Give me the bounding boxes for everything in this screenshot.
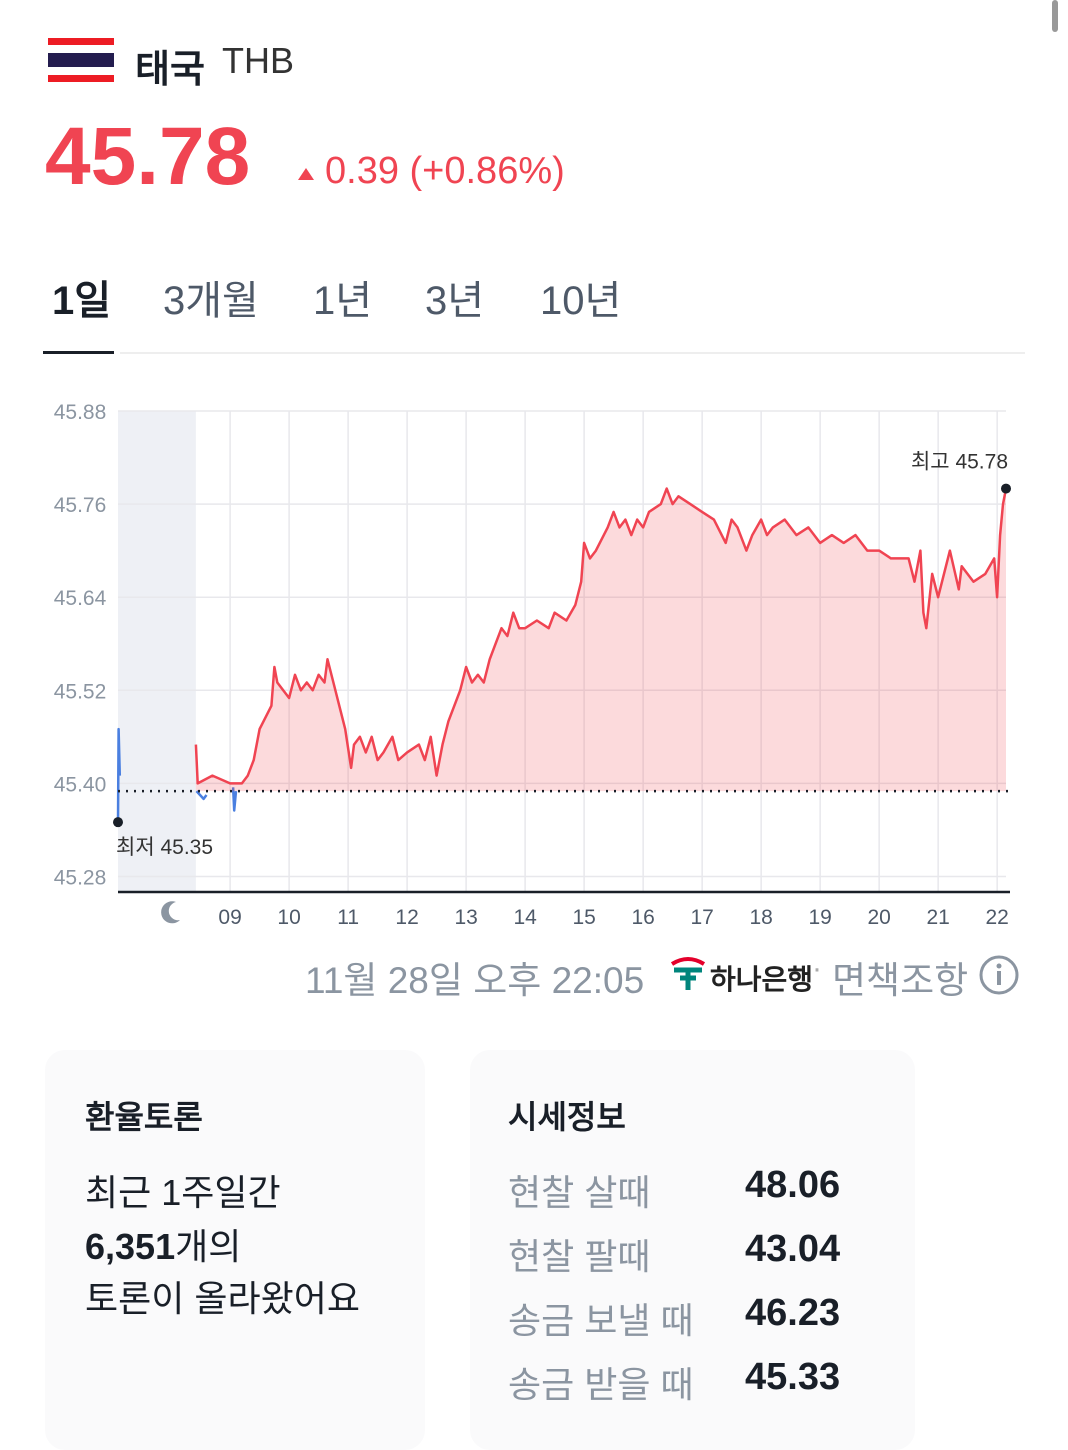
x-tick-label: 20 xyxy=(867,906,890,929)
area xyxy=(195,488,1006,792)
annotation: 최저 45.35 xyxy=(116,836,213,859)
separator: · xyxy=(812,952,822,985)
card-title: 환율토론 xyxy=(85,1099,203,1135)
count: 6,351 xyxy=(85,1226,176,1267)
rate-value: 45.33 xyxy=(745,1356,841,1398)
card-title: 시세정보 xyxy=(508,1099,626,1135)
discussion-card[interactable]: 환율토론 최근 1주일간 6,351개의 토론이 올라왔어요 xyxy=(45,1050,425,1450)
rate-label: 송금 보낼 때 xyxy=(508,1300,694,1341)
bank-logo xyxy=(670,957,706,990)
tab[interactable]: 1년 xyxy=(313,279,373,323)
x-tick-label: 11 xyxy=(337,906,359,929)
x-tick-label: 10 xyxy=(277,906,300,929)
tab[interactable]: 10년 xyxy=(540,279,622,323)
y-tick-label: 45.88 xyxy=(54,401,107,424)
x-tick-label: 17 xyxy=(690,906,713,929)
x-tick-label: 14 xyxy=(513,906,537,929)
y-tick-label: 45.64 xyxy=(54,587,107,610)
x-tick-label: 19 xyxy=(808,906,831,929)
tab[interactable]: 3개월 xyxy=(163,279,259,323)
tab[interactable]: 1일 xyxy=(52,279,112,323)
x-tick-label: 12 xyxy=(395,906,418,929)
x-tick-label: 13 xyxy=(454,906,477,929)
x-tick-label: 09 xyxy=(218,906,241,929)
card-text: 6,351개의 xyxy=(85,1218,241,1270)
up-arrow xyxy=(298,168,314,180)
x-tick-label: 21 xyxy=(926,906,949,929)
card-text: 토론이 올라왔어요 xyxy=(85,1278,360,1319)
rate-value: 48.06 xyxy=(745,1164,841,1206)
tab-indicator xyxy=(43,351,114,354)
card-text: 최근 1주일간 xyxy=(85,1172,281,1213)
night-icon xyxy=(161,901,180,924)
rate-label: 현찰 살때 xyxy=(508,1172,651,1213)
extreme-dot xyxy=(1001,483,1011,494)
currency-code: THB xyxy=(222,40,294,81)
price: 45.78 xyxy=(45,111,251,202)
rate-label: 현찰 팔때 xyxy=(508,1236,651,1277)
tab[interactable]: 3년 xyxy=(425,279,485,323)
annotation: 최고 45.78 xyxy=(911,451,1008,474)
x-tick-label: 22 xyxy=(985,906,1008,929)
count-suffix: 개의 xyxy=(175,1226,242,1267)
x-tick-label: 16 xyxy=(631,906,654,929)
rates-card[interactable]: 시세정보 현찰 살때 48.06 현찰 팔때 43.04 송금 보낼 때 46.23 송금 … xyxy=(470,1050,915,1450)
rate-value: 43.04 xyxy=(745,1228,841,1270)
flag xyxy=(48,38,114,82)
y-tick-label: 45.76 xyxy=(54,494,107,517)
y-tick-label: 45.28 xyxy=(54,866,107,889)
extreme-dot xyxy=(113,817,123,828)
bank-name: 하나은행 xyxy=(710,964,814,995)
scrollbar xyxy=(1052,0,1058,32)
tab-divider xyxy=(120,352,1025,354)
rate-label: 송금 받을 때 xyxy=(508,1364,694,1405)
info-icon[interactable] xyxy=(978,954,1020,996)
x-tick-label: 18 xyxy=(749,906,772,929)
x-tick-label: 15 xyxy=(572,906,595,929)
y-tick-label: 45.52 xyxy=(54,680,107,703)
update-time: 11월 28일 오후 22:05 xyxy=(305,960,645,1001)
y-tick-label: 45.40 xyxy=(54,773,107,796)
chart: 45.28 45.40 45.52 45.64 45.76 45.88 09 10 11 12 13… xyxy=(54,401,1014,929)
price-change: 0.39 (+0.86%) xyxy=(325,150,565,192)
line xyxy=(194,487,1008,785)
rate-value: 46.23 xyxy=(745,1292,841,1334)
country: 태국 xyxy=(135,49,205,91)
premarket-shade xyxy=(118,411,196,892)
disclaimer[interactable]: 면책조항 xyxy=(832,960,969,1001)
